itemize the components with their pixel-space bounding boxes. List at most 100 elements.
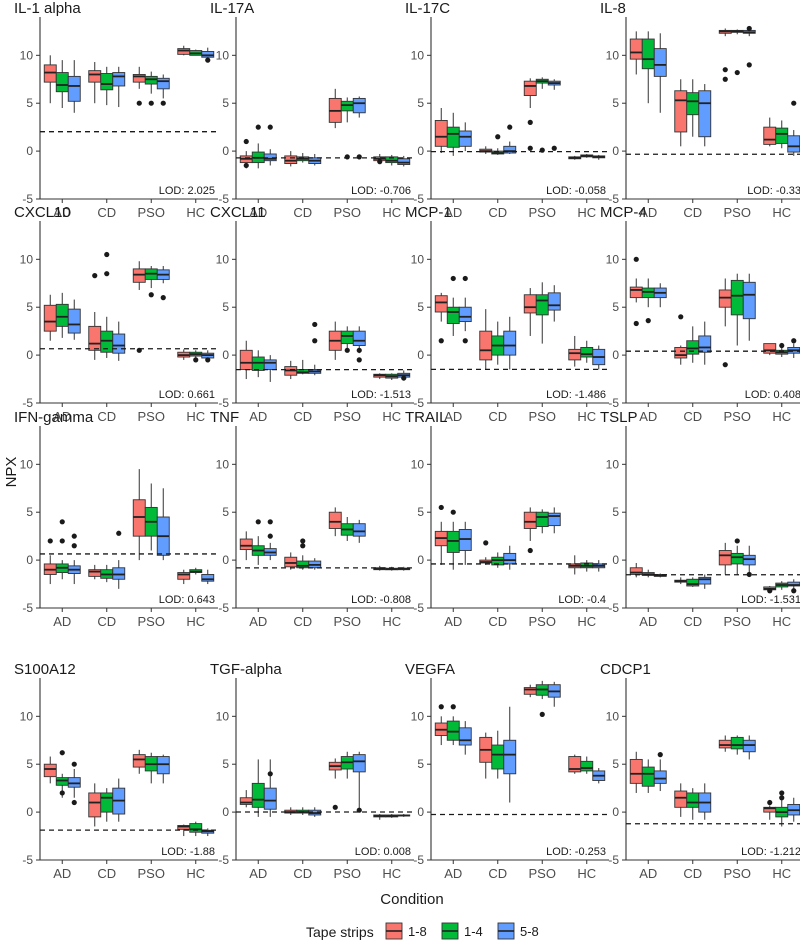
box-cd-5-8 <box>698 84 712 147</box>
x-tick-label: CD <box>97 205 116 220</box>
box-body <box>88 325 102 351</box>
x-tick-label: PSO <box>724 409 751 424</box>
box-ad-5-8 <box>263 542 277 561</box>
box-body <box>674 790 688 808</box>
box-hc-5-8 <box>592 768 606 784</box>
box-ad-5-8 <box>67 60 81 113</box>
y-tick-label: 0 <box>612 553 619 567</box>
box-ad-1-4 <box>251 536 265 565</box>
outlier-point <box>791 588 797 594</box>
box-body <box>251 356 265 371</box>
y-tick-label: 10 <box>411 252 425 266</box>
panel-tnf: TNF -5 0 5 10 AD CD PSO HC LOD: -0.808 <box>210 409 414 629</box>
box-pso-1-4 <box>535 509 549 534</box>
y-tick-label: -5 <box>608 396 619 410</box>
box-body <box>523 511 537 529</box>
box-hc-5-8 <box>787 130 800 156</box>
y-tick-label: 10 <box>606 48 620 62</box>
box-cd-1-4 <box>686 326 700 363</box>
box-cd-1-4 <box>296 807 310 815</box>
box-body <box>503 739 517 775</box>
box-pso-5-8 <box>352 96 366 118</box>
box-cd-5-8 <box>112 560 126 589</box>
outlier-point <box>104 251 110 258</box>
lod-label: LOD: -1.513 <box>351 389 411 401</box>
legend-title: Tape strips <box>306 924 374 940</box>
box-body <box>763 343 777 354</box>
x-tick-label: PSO <box>334 205 361 220</box>
box-ad-1-4 <box>446 112 460 156</box>
outlier-point <box>243 138 249 145</box>
box-pso-5-8 <box>742 545 756 575</box>
outlier-point <box>59 538 65 544</box>
box-cd-5-8 <box>698 574 712 589</box>
box-body <box>523 80 537 96</box>
box-pso-1-4 <box>730 273 744 346</box>
x-tick-label: CD <box>488 614 507 629</box>
box-ad-1-8 <box>239 531 253 561</box>
box-body <box>112 333 126 354</box>
x-tick-label: CD <box>488 409 507 424</box>
box-ad-1-8 <box>629 751 643 793</box>
x-tick-label: HC <box>382 409 401 424</box>
box-pso-5-8 <box>156 754 170 784</box>
box-pso-1-8 <box>523 288 537 336</box>
y-tick-label: 5 <box>222 300 229 314</box>
y-tick-label: 10 <box>216 252 230 266</box>
box-ad-5-8 <box>263 355 277 382</box>
y-tick-label: -5 <box>413 601 424 615</box>
box-hc-1-4 <box>580 340 594 363</box>
box-body <box>653 770 667 784</box>
y-tick-label: 0 <box>222 348 229 362</box>
box-pso-1-8 <box>132 261 146 290</box>
outlier-point <box>356 154 362 160</box>
y-tick-label: -5 <box>22 853 33 867</box>
box-pso-1-8 <box>328 321 342 360</box>
box-pso-5-8 <box>742 273 756 341</box>
outlier-point <box>779 342 785 349</box>
box-body <box>43 304 57 332</box>
panel-cxcl11: CXCL11 -5 0 5 10 AD CD PSO HC LOD: -1.513 <box>210 204 414 424</box>
box-pso-1-8 <box>523 684 537 698</box>
box-pso-1-4 <box>535 282 549 344</box>
box-body <box>446 126 460 148</box>
box-hc-1-8 <box>568 155 582 160</box>
box-body <box>156 756 170 775</box>
panel-title: IL-17A <box>210 0 254 17</box>
box-cd-5-8 <box>698 783 712 820</box>
y-tick-label: 5 <box>26 96 33 110</box>
box-body <box>239 797 253 805</box>
panel-il-17a: IL-17A -5 0 5 10 AD CD PSO HC LOD: -0.706 <box>210 0 414 220</box>
box-body <box>328 511 342 529</box>
y-tick-label: 0 <box>612 805 619 819</box>
x-tick-label: HC <box>577 205 596 220</box>
x-tick-label: PSO <box>138 409 165 424</box>
box-ad-1-8 <box>434 108 448 154</box>
box-cd-1-4 <box>100 66 114 106</box>
box-pso-5-8 <box>547 285 561 322</box>
box-body <box>156 77 170 90</box>
panel-title: S100A12 <box>14 661 76 678</box>
panel-title: CXCL11 <box>210 204 266 221</box>
outlier-point <box>507 124 513 130</box>
box-ad-1-4 <box>251 350 265 378</box>
outlier-point <box>734 69 740 76</box>
y-tick-label: -5 <box>413 853 424 867</box>
outlier-point <box>71 799 77 806</box>
box-pso-1-8 <box>328 758 342 779</box>
box-hc-1-4 <box>385 154 399 166</box>
box-ad-1-4 <box>446 521 460 570</box>
legend-entry-1-8: 1-8 <box>385 922 427 940</box>
box-hc-1-8 <box>177 349 191 360</box>
y-tick-label: -5 <box>413 396 424 410</box>
box-ad-5-8 <box>67 769 81 798</box>
y-tick-label: -5 <box>218 853 229 867</box>
x-tick-label: PSO <box>138 205 165 220</box>
box-pso-1-8 <box>718 278 732 327</box>
outlier-point <box>722 76 728 82</box>
outlier-point <box>767 799 773 806</box>
y-tick-label: 5 <box>26 757 33 771</box>
box-body <box>177 48 191 55</box>
lod-label: LOD: -0.4 <box>558 594 606 606</box>
legend-label: 1-8 <box>408 924 427 939</box>
